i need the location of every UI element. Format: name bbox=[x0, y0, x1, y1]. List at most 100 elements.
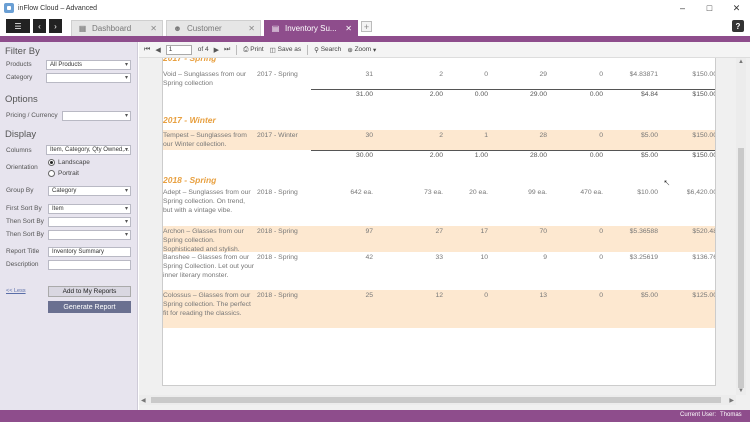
cell-value: $125.00 bbox=[692, 292, 716, 299]
zoom-button[interactable]: ⊕ Zoom ▾ bbox=[347, 46, 377, 54]
app-logo-icon bbox=[4, 3, 14, 13]
columns-label: Columns bbox=[6, 147, 32, 154]
scroll-thumb[interactable] bbox=[738, 148, 744, 388]
of-label: of bbox=[197, 46, 204, 53]
add-to-my-reports-button[interactable]: Add to My Reports bbox=[48, 286, 131, 297]
toolbar-divider bbox=[307, 44, 309, 55]
then-sort-select-2[interactable] bbox=[48, 230, 131, 240]
group-totals-row: 30.00 2.00 1.00 28.00 0.00 $5.00 $150.00 bbox=[311, 150, 715, 160]
total-value: $4.84 bbox=[640, 91, 658, 98]
item-category: 2018 - Spring bbox=[257, 189, 298, 196]
next-page-icon[interactable]: ▶ bbox=[213, 46, 219, 54]
cell-value: 73 ea. bbox=[424, 189, 443, 196]
dashboard-icon: ▦ bbox=[78, 24, 87, 33]
cell-value: 2 bbox=[439, 132, 443, 139]
cell-value: $150.00 bbox=[692, 132, 716, 139]
horizontal-scrollbar[interactable]: ◀ ▶ bbox=[139, 395, 736, 405]
search-icon: ⚲ bbox=[314, 46, 319, 54]
close-tab-icon[interactable]: ✕ bbox=[150, 24, 157, 33]
add-tab-button[interactable]: + bbox=[361, 21, 372, 32]
options-heading: Options bbox=[5, 94, 38, 105]
first-sort-label: First Sort By bbox=[6, 205, 42, 212]
cell-value: 0 bbox=[599, 254, 603, 261]
search-button[interactable]: ⚲ Search bbox=[314, 46, 341, 54]
report-title-input[interactable]: Inventory Summary bbox=[48, 247, 131, 257]
zoom-label: Zoom bbox=[354, 46, 372, 53]
cell-value: 29 bbox=[539, 71, 547, 78]
current-user-name: Thomas bbox=[720, 412, 742, 418]
columns-select[interactable]: Item, Category, Qty Owned,... bbox=[46, 145, 131, 155]
item-description: Void – Sunglasses from our Spring collec… bbox=[163, 71, 247, 87]
zoom-icon: ⊕ bbox=[347, 46, 353, 54]
page-number-input[interactable]: 1 bbox=[165, 44, 192, 55]
cell-value: 13 bbox=[539, 292, 547, 299]
forward-nav-icon[interactable]: › bbox=[49, 19, 62, 33]
window-title: inFlow Cloud – Advanced bbox=[18, 4, 97, 12]
description-input[interactable] bbox=[48, 260, 131, 270]
print-button[interactable]: ⎙ Print bbox=[243, 46, 263, 54]
cell-value: 0 bbox=[599, 292, 603, 299]
scroll-up-icon[interactable]: ▲ bbox=[738, 59, 744, 65]
first-sort-select[interactable]: Item bbox=[48, 204, 131, 214]
vertical-scrollbar[interactable]: ▲ ▼ bbox=[736, 58, 746, 395]
display-heading: Display bbox=[5, 129, 37, 140]
scroll-right-icon[interactable]: ▶ bbox=[729, 398, 734, 404]
group-totals-row: 31.00 2.00 0.00 29.00 0.00 $4.84 $150.00 bbox=[311, 89, 716, 99]
cell-value: 70 bbox=[539, 228, 547, 235]
total-value: 29.00 bbox=[529, 91, 547, 98]
save-as-button[interactable]: ◫ Save as bbox=[270, 46, 301, 54]
description-label: Description bbox=[6, 261, 39, 268]
less-link[interactable]: << Less bbox=[6, 288, 26, 294]
tab-customer[interactable]: ☻ Customer ✕ bbox=[166, 20, 261, 36]
minimize-button[interactable]: – bbox=[679, 3, 685, 13]
hamburger-menu-icon[interactable]: ☰ bbox=[6, 19, 30, 33]
landscape-radio[interactable] bbox=[48, 159, 55, 166]
first-page-icon[interactable]: ⏮ bbox=[144, 45, 151, 53]
scroll-down-icon[interactable]: ▼ bbox=[738, 388, 744, 394]
generate-report-button[interactable]: Generate Report bbox=[48, 301, 131, 313]
item-description: Colossus – Glasses from our Spring colle… bbox=[163, 292, 251, 317]
back-nav-icon[interactable]: ‹ bbox=[33, 19, 46, 33]
cell-value: $520.48 bbox=[692, 228, 716, 235]
group-by-select[interactable]: Category bbox=[48, 186, 131, 196]
total-value: $150.00 bbox=[692, 91, 716, 98]
then-sort-select-1[interactable] bbox=[48, 217, 131, 227]
cell-value: 31 bbox=[365, 71, 373, 78]
group-by-label: Group By bbox=[6, 187, 34, 194]
tab-label: Customer bbox=[187, 24, 222, 33]
close-window-button[interactable]: ✕ bbox=[732, 2, 741, 13]
maximize-button[interactable]: □ bbox=[706, 3, 713, 13]
products-label: Products bbox=[6, 61, 32, 68]
cell-value: $5.36588 bbox=[629, 228, 658, 235]
scroll-thumb[interactable] bbox=[151, 397, 721, 403]
item-description: Banshee – Glasses from our Spring Collec… bbox=[163, 254, 255, 279]
cell-value: $6,420.00 bbox=[686, 189, 716, 196]
prev-page-icon[interactable]: ◀ bbox=[155, 46, 161, 54]
filter-by-heading: Filter By bbox=[5, 46, 40, 57]
products-select[interactable]: All Products bbox=[46, 60, 131, 70]
landscape-label: Landscape bbox=[58, 159, 90, 166]
total-value: 2.00 bbox=[429, 152, 443, 159]
last-page-icon[interactable]: ⏭ bbox=[223, 45, 231, 53]
scroll-left-icon[interactable]: ◀ bbox=[141, 398, 146, 404]
item-description: Tempest – Sunglasses from our Winter col… bbox=[163, 132, 247, 148]
pricing-label: Pricing / Currency bbox=[6, 112, 58, 119]
close-tab-icon[interactable]: ✕ bbox=[248, 24, 255, 33]
report-row: Void – Sunglasses from our Spring collec… bbox=[163, 69, 715, 89]
total-value: 28.00 bbox=[529, 152, 547, 159]
report-toolbar: ⏮ ◀ 1 of 4 ▶ ⏭ ⎙ Print ◫ Save as ⚲ Searc… bbox=[139, 42, 750, 58]
total-value: $5.00 bbox=[640, 152, 658, 159]
cell-value: 12 bbox=[435, 292, 443, 299]
total-value: 2.00 bbox=[429, 91, 443, 98]
save-as-label: Save as bbox=[277, 46, 302, 53]
filter-panel: Filter By Products All Products Category… bbox=[0, 42, 138, 410]
category-select[interactable] bbox=[46, 73, 131, 83]
tab-dashboard[interactable]: ▦ Dashboard ✕ bbox=[71, 20, 163, 36]
cell-value: 0 bbox=[599, 228, 603, 235]
pricing-select[interactable] bbox=[62, 111, 131, 121]
close-tab-icon[interactable]: ✕ bbox=[345, 24, 352, 33]
help-icon[interactable]: ? bbox=[732, 20, 744, 32]
portrait-radio[interactable] bbox=[48, 170, 55, 177]
report-icon: ▤ bbox=[271, 24, 280, 33]
tab-inventory-summary[interactable]: ▤ Inventory Su... ✕ bbox=[264, 20, 358, 36]
